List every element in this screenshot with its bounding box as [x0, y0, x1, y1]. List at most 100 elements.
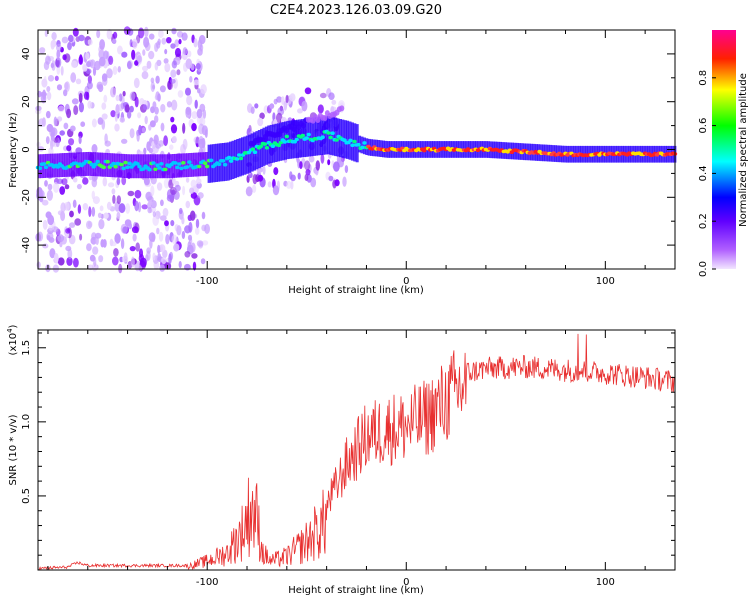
spectrogram-noise-speck [181, 216, 185, 225]
spectrogram-y-tick-label: 0 [21, 146, 32, 152]
colorbar-ticks: 0.0 0.2 0.4 0.6 0.8 [698, 70, 716, 277]
spectrogram-noise-speck [252, 174, 258, 185]
spectrogram-noise-speck [83, 91, 89, 100]
spectrogram-noise-speck [116, 195, 122, 205]
spectrogram-noise-speck [102, 177, 108, 187]
spectrogram-noise-speck [78, 135, 82, 145]
spectrogram-noise-speck [159, 215, 167, 222]
spectrogram-noise-speck [71, 60, 78, 68]
spectrogram-noise-speck [164, 220, 169, 227]
spectrogram-ridge-point [125, 165, 130, 170]
spectrogram-ridge-point [326, 131, 331, 135]
spectrogram-noise-speck [334, 179, 340, 187]
spectrogram-ridge-band [107, 153, 111, 177]
spectrogram-ridge-point [41, 162, 47, 166]
spectrogram-noise-speck [177, 90, 184, 98]
spectrogram-noise-speck [201, 224, 207, 232]
spectrogram-noise-speck [148, 33, 155, 40]
spectrogram-noise-speck [254, 103, 259, 109]
spectrogram-ridge-band [171, 154, 175, 178]
spectrogram-noise-speck [92, 246, 99, 255]
spectrogram-noise-speck [187, 241, 192, 250]
spectrogram-noise-speck [46, 86, 51, 92]
spectrogram-noise-speck [60, 202, 66, 213]
spectrogram-noise-speck [189, 76, 193, 83]
spectrogram-noise-speck [124, 219, 132, 227]
spectrogram-ridge-band [152, 154, 156, 179]
spectrogram-noise-speck [112, 256, 119, 266]
spectrogram-noise-speck [86, 81, 93, 90]
spectrogram-noise-speck [104, 133, 108, 144]
spectrogram-ridge-point [163, 167, 168, 172]
spectrogram-noise-speck [186, 95, 193, 106]
spectrogram-noise-speck [129, 91, 136, 101]
spectrogram-noise-speck [166, 101, 172, 108]
spectrogram-noise-speck [62, 54, 67, 61]
spectrogram-ridge-band [193, 152, 197, 177]
spectrogram-noise-speck [158, 29, 164, 38]
spectrogram-noise-speck [57, 257, 65, 266]
spectrogram-noise-speck [195, 178, 202, 185]
spectrogram-noise-speck [47, 75, 55, 82]
spectrogram-noise-speck [152, 101, 157, 109]
spectrogram-noise-speck [87, 39, 93, 46]
spectrogram-ridge-point [197, 164, 202, 169]
spectrogram-ridge-point [187, 160, 192, 164]
spectrogram-noise-speck [163, 58, 169, 64]
spectrogram-noise-speck [106, 28, 113, 40]
spectrogram-noise-speck [101, 73, 108, 82]
spectrogram-x-tick-label: -100 [196, 276, 219, 287]
spectrogram-noise-speck [87, 75, 92, 84]
spectrogram-noise-speck [164, 62, 171, 73]
spectrogram-noise-speck [59, 186, 66, 195]
spectrogram-noise-speck [108, 55, 114, 65]
spectrogram-noise-speck [60, 66, 64, 76]
spectrogram-noise-speck [113, 31, 118, 39]
spectrogram-ridge-point [203, 161, 208, 165]
spectrogram-noise-speck [53, 181, 60, 193]
spectrogram-noise-speck [162, 207, 169, 217]
spectrogram-noise-speck [99, 39, 105, 50]
spectrogram-noise-speck [331, 99, 337, 105]
spectrogram-noise-speck [66, 256, 73, 266]
spectrogram-noise-speck [78, 102, 84, 113]
spectrogram-noise-speck [51, 31, 57, 41]
spectrogram-noise-speck [181, 231, 186, 239]
spectrogram-noise-speck [155, 143, 161, 149]
spectrogram-noise-speck [138, 124, 142, 136]
spectrogram-ridge-band [262, 127, 266, 166]
spectrogram-noise-speck [191, 253, 198, 259]
snr-x-tick-label: 100 [596, 577, 615, 588]
spectrogram-noise-speck [36, 261, 41, 269]
spectrogram-noise-speck [50, 139, 54, 150]
spectrogram-noise-speck [257, 117, 264, 127]
spectrogram-noise-speck [137, 112, 142, 119]
spectrogram-ridge-band [226, 142, 230, 181]
spectrogram-ridge-point [250, 147, 256, 151]
spectrogram-noise-speck [182, 122, 186, 134]
spectrogram-noise-speck [200, 258, 206, 265]
spectrogram-ridge-point [111, 161, 116, 166]
spectrogram-ridge-point [135, 162, 140, 166]
spectrogram-y-tick-label: 20 [21, 95, 32, 108]
spectrogram-ridge-point [119, 162, 124, 167]
spectrogram-noise-speck [120, 238, 125, 250]
spectrogram-noise-speck [142, 49, 146, 56]
spectrogram-noise-speck [176, 225, 182, 236]
spectrogram-ridge-point [306, 132, 311, 137]
spectrogram-noise-speck [153, 134, 159, 145]
spectrogram-noise-speck [154, 62, 159, 71]
spectrogram-noise-speck [65, 228, 71, 234]
spectrogram-noise-speck [195, 218, 200, 229]
spectrogram-noise-speck [308, 155, 315, 163]
spectrogram-noise-speck [185, 177, 190, 183]
spectrogram-noise-speck [99, 56, 106, 67]
spectrogram-noise-speck [171, 27, 177, 35]
spectrogram-noise-speck [164, 48, 168, 55]
spectrogram-x-tick-label: 100 [596, 276, 615, 287]
spectrogram-noise-speck [42, 243, 49, 249]
spectrogram-noise-speck [75, 147, 83, 154]
spectrogram-noise-speck [299, 161, 303, 170]
spectrogram-noise-speck [149, 120, 156, 128]
spectrogram-noise-speck [124, 104, 130, 113]
